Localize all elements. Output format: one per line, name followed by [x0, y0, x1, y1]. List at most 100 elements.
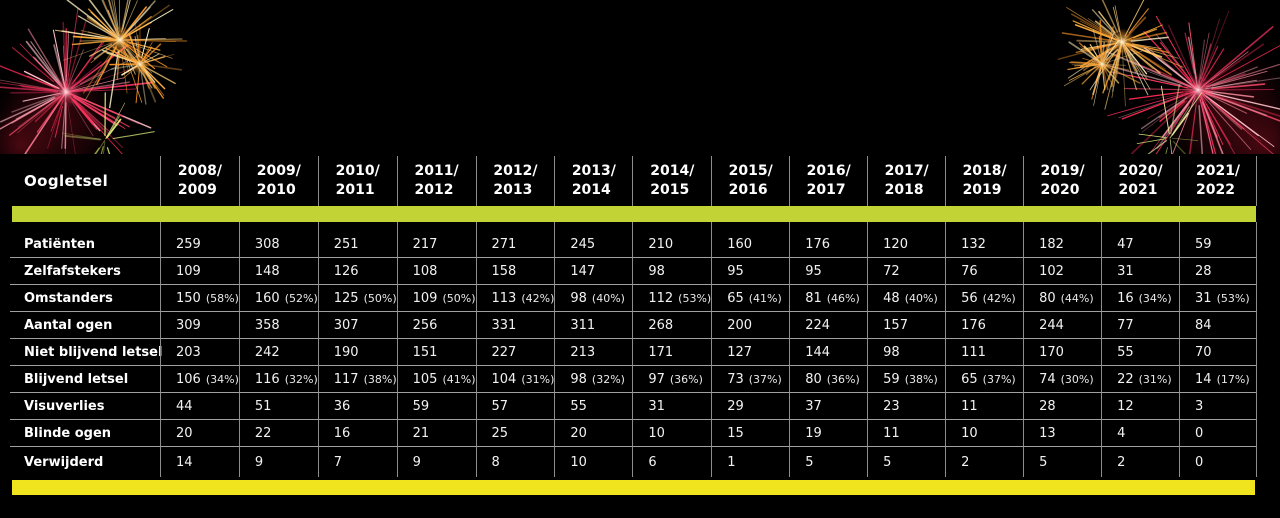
value-cell: 120 [867, 231, 946, 258]
value-number: 125 [333, 290, 359, 306]
value-number: 65 [961, 371, 978, 387]
value-cell: 259 [160, 231, 239, 258]
year-header-text: 2011/2012 [414, 163, 459, 198]
value-cell: 102 [1023, 258, 1102, 285]
value-cell: 160 (52%) [238, 285, 318, 312]
gap-cell [475, 222, 555, 231]
value-cell: 95 [789, 258, 868, 285]
value-cell: 37 [789, 393, 868, 420]
year-header: 2016/2017 [789, 156, 867, 206]
value-cell: 28 [1179, 258, 1257, 285]
value-cell: 358 [238, 312, 318, 339]
value-number: 48 [883, 290, 900, 306]
table-title: Oogletsel [24, 172, 109, 190]
year-header: 2015/2016 [711, 156, 789, 206]
value-cell: 105 (41%) [396, 366, 476, 393]
value-cell: 190 [317, 339, 397, 366]
value-cell: 80 (36%) [789, 366, 868, 393]
header-accent-bar-row [10, 206, 1257, 222]
year-header: 2009/2010 [238, 156, 318, 206]
value-cell: 97 (36%) [632, 366, 712, 393]
value-cell: 73 (37%) [711, 366, 790, 393]
gap-cell [867, 222, 945, 231]
value-percent: (31%) [1138, 372, 1172, 386]
value-cell: 25 [475, 420, 555, 447]
value-cell: 308 [238, 231, 318, 258]
row-label: Omstanders [10, 285, 160, 312]
value-percent: (53%) [1216, 291, 1250, 305]
value-cell: 22 (31%) [1101, 366, 1180, 393]
value-cell: 9 [238, 447, 318, 477]
value-number: 113 [491, 290, 517, 306]
year-header-text: 2020/2021 [1118, 163, 1163, 198]
value-number: 150 [176, 290, 201, 306]
gap-cell [317, 222, 397, 231]
value-cell: 150 (58%) [160, 285, 239, 312]
value-percent: (42%) [982, 291, 1016, 305]
value-cell: 311 [554, 312, 633, 339]
year-header: 2011/2012 [396, 156, 476, 206]
value-cell: 77 [1101, 312, 1180, 339]
value-cell: 203 [160, 339, 239, 366]
value-number: 74 [1039, 371, 1056, 387]
value-cell: 10 [632, 420, 712, 447]
year-header-text: 2016/2017 [806, 163, 851, 198]
value-cell: 51 [238, 393, 318, 420]
value-number: 117 [333, 371, 359, 387]
value-percent: (41%) [442, 372, 476, 386]
value-cell: 5 [867, 447, 945, 477]
value-cell: 1 [711, 447, 789, 477]
year-header-text: 2014/2015 [650, 163, 695, 198]
value-cell: 125 (50%) [317, 285, 397, 312]
value-cell: 13 [1023, 420, 1102, 447]
value-cell: 56 (42%) [945, 285, 1024, 312]
row-label: Verwijderd [24, 454, 104, 470]
year-header-text: 2013/2014 [571, 163, 616, 198]
value-percent: (30%) [1060, 372, 1094, 386]
gap-cell [554, 222, 632, 231]
value-cell: 127 [711, 339, 790, 366]
value-cell: 15 [711, 420, 790, 447]
value-number: 112 [648, 290, 674, 306]
year-header: 2008/2009 [160, 156, 239, 206]
value-cell: 109 (50%) [396, 285, 476, 312]
value-cell: 6 [632, 447, 711, 477]
value-cell: 227 [475, 339, 555, 366]
year-header: 2013/2014 [554, 156, 632, 206]
value-cell: 59 [1179, 231, 1257, 258]
value-number: 116 [254, 371, 280, 387]
value-number: 80 [1039, 290, 1056, 306]
row-label: Patiënten [10, 231, 160, 258]
value-cell: 104 (31%) [475, 366, 555, 393]
value-cell: 3 [1179, 393, 1257, 420]
value-cell: 11 [945, 393, 1024, 420]
value-cell: 55 [1101, 339, 1180, 366]
value-cell: 170 [1023, 339, 1102, 366]
value-number: 56 [961, 290, 978, 306]
value-number: 81 [805, 290, 822, 306]
gap-cell [160, 222, 239, 231]
bottom-accent-bar [12, 480, 1255, 495]
value-percent: (40%) [904, 291, 938, 305]
value-cell: 210 [632, 231, 712, 258]
value-percent: (50%) [442, 291, 476, 305]
value-cell: 81 (46%) [789, 285, 868, 312]
row-label: Visuverlies [10, 393, 160, 420]
value-cell: 160 [711, 231, 790, 258]
value-cell: 147 [554, 258, 633, 285]
value-cell: 21 [396, 420, 476, 447]
row-label: Blijvend letsel [10, 366, 160, 393]
year-header-text: 2017/2018 [884, 163, 929, 198]
gap-cell [10, 222, 160, 231]
value-cell: 70 [1179, 339, 1257, 366]
value-cell: 213 [554, 339, 633, 366]
value-cell: 80 (44%) [1023, 285, 1102, 312]
value-number: 31 [1195, 290, 1212, 306]
value-cell: 5 [1023, 447, 1101, 477]
value-percent: (37%) [748, 372, 782, 386]
year-header-text: 2019/2020 [1040, 163, 1085, 198]
value-number: 16 [1117, 290, 1134, 306]
value-cell: 144 [789, 339, 868, 366]
value-cell: 65 (37%) [945, 366, 1024, 393]
value-cell: 7 [317, 447, 397, 477]
